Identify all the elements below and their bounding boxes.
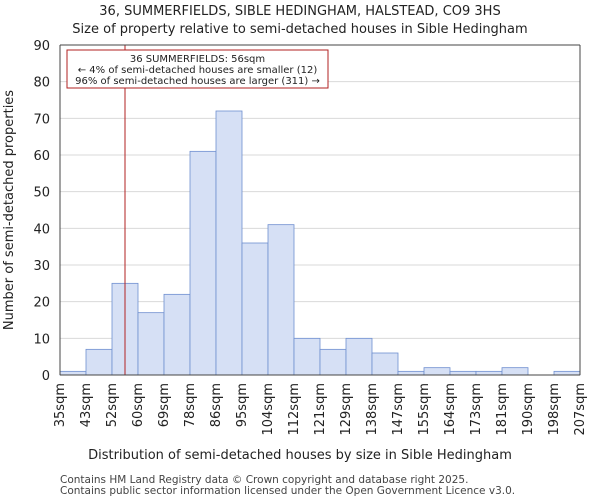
y-tick-label: 20 bbox=[33, 296, 50, 311]
annotation-box bbox=[66, 49, 329, 89]
x-tick-label: 164sqm bbox=[443, 383, 458, 436]
histogram-bar bbox=[423, 367, 451, 376]
x-tick-label: 78sqm bbox=[183, 383, 198, 427]
x-tick-label: 198sqm bbox=[547, 383, 562, 436]
x-tick-label: 181sqm bbox=[495, 383, 510, 436]
x-tick-label: 121sqm bbox=[313, 383, 328, 436]
x-tick-label: 173sqm bbox=[469, 383, 484, 436]
y-tick-label: 80 bbox=[33, 76, 50, 91]
y-tick-label: 30 bbox=[33, 259, 50, 274]
chart-title-line2: Size of property relative to semi-detach… bbox=[72, 22, 527, 37]
x-axis-label: Distribution of semi-detached houses by … bbox=[88, 448, 512, 463]
histogram-bar bbox=[137, 312, 165, 376]
histogram-bar bbox=[319, 348, 347, 376]
x-tick-label: 52sqm bbox=[105, 383, 120, 427]
x-tick-label: 112sqm bbox=[287, 383, 302, 436]
annotation-line-2: ← 4% of semi-detached houses are smaller… bbox=[78, 65, 318, 76]
x-tick-label: 69sqm bbox=[157, 383, 172, 427]
histogram-bar bbox=[397, 370, 425, 376]
histogram-bar bbox=[59, 370, 87, 376]
histogram-bar bbox=[267, 224, 295, 376]
x-tick-label: 207sqm bbox=[573, 383, 588, 436]
histogram-bar bbox=[189, 150, 217, 376]
histogram-bar bbox=[345, 337, 373, 376]
x-tick-label: 60sqm bbox=[131, 383, 146, 427]
y-tick-label: 40 bbox=[33, 222, 50, 237]
y-tick-label: 90 bbox=[33, 39, 50, 54]
chart-title-line1: 36, SUMMERFIELDS, SIBLE HEDINGHAM, HALST… bbox=[99, 4, 500, 19]
x-tick-label: 129sqm bbox=[339, 383, 354, 436]
x-tick-label: 35sqm bbox=[53, 383, 68, 427]
x-tick-label: 138sqm bbox=[365, 383, 380, 436]
footer-line2: Contains public sector information licen… bbox=[60, 485, 515, 497]
annotation-line-1: 36 SUMMERFIELDS: 56sqm bbox=[130, 54, 265, 65]
x-tick-label: 147sqm bbox=[391, 383, 406, 436]
x-tick-label: 43sqm bbox=[79, 383, 94, 427]
histogram-bar bbox=[553, 370, 581, 376]
x-tick-label: 86sqm bbox=[209, 383, 224, 427]
histogram-bar bbox=[163, 293, 191, 376]
x-tick-label: 95sqm bbox=[235, 383, 250, 427]
histogram-bar bbox=[449, 370, 477, 376]
histogram-bar bbox=[85, 348, 113, 376]
histogram-bar bbox=[501, 367, 529, 376]
y-tick-label: 0 bbox=[42, 369, 50, 384]
histogram-bar bbox=[475, 370, 503, 376]
y-tick-label: 10 bbox=[33, 332, 50, 347]
y-tick-label: 70 bbox=[33, 112, 50, 127]
histogram-bar bbox=[293, 337, 321, 376]
x-tick-label: 104sqm bbox=[261, 383, 276, 436]
x-tick-label: 190sqm bbox=[521, 383, 536, 436]
y-tick-label: 50 bbox=[33, 186, 50, 201]
x-tick-label: 155sqm bbox=[417, 383, 432, 436]
y-tick-label: 60 bbox=[33, 149, 50, 164]
histogram-bar bbox=[241, 242, 269, 376]
annotation-line-3: 96% of semi-detached houses are larger (… bbox=[75, 76, 320, 87]
histogram-bar bbox=[371, 352, 399, 376]
histogram-bar bbox=[215, 110, 243, 376]
footer-line1: Contains HM Land Registry data © Crown c… bbox=[60, 474, 468, 486]
y-axis-label: Number of semi-detached properties bbox=[2, 90, 17, 330]
